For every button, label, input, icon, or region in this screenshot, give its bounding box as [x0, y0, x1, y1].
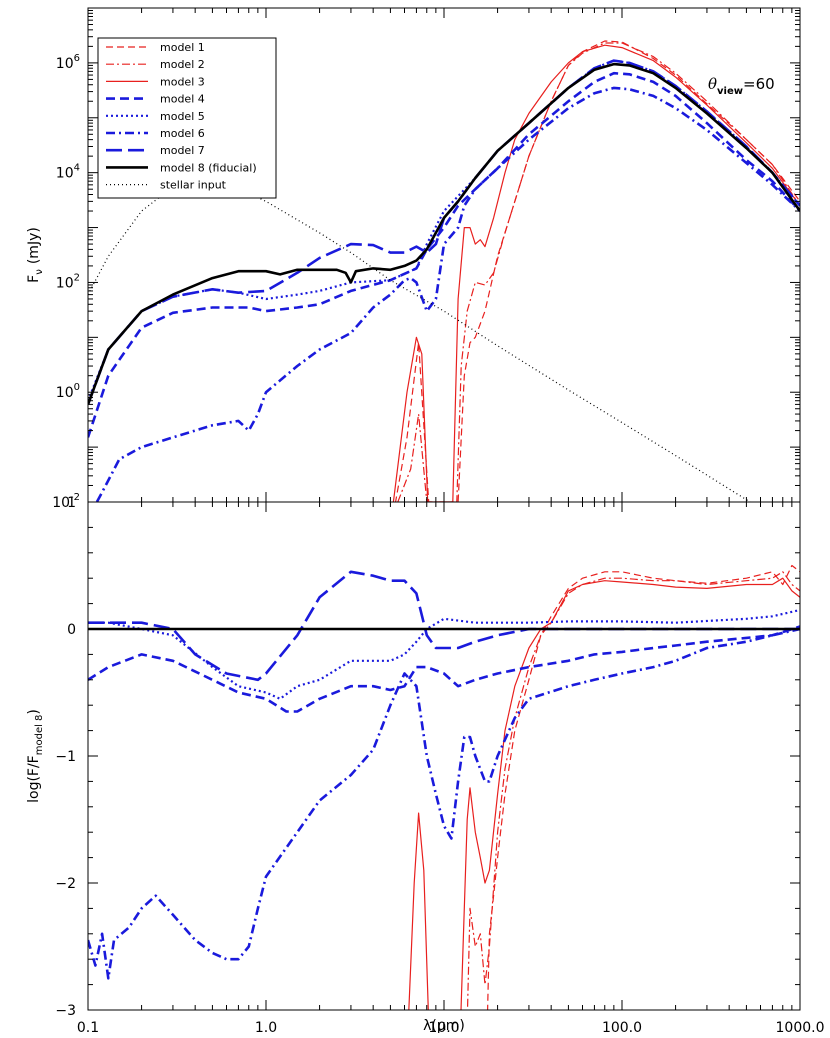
legend-label-model-3: model 3 [160, 75, 205, 88]
top-series-model-6 [95, 86, 800, 502]
top-series-model-7 [88, 59, 800, 405]
bottom-y-tick-label: −1 [55, 749, 76, 765]
top-y-tick-label: 10-2 [52, 492, 80, 511]
legend: model 1 model 2 model 3 model 4 model 5 model… [97, 37, 277, 199]
x-tick-label: 0.1 [77, 1020, 99, 1036]
x-tick-label: 1000.0 [776, 1020, 825, 1036]
legend-label-stellar-input: stellar input [160, 179, 227, 192]
top-y-tick-label: 100 [56, 382, 80, 401]
x-axis-label: λ(μm) [423, 1018, 465, 1034]
bottom-panel-plot-area [88, 564, 800, 1010]
bottom-y-tick-label: 1 [67, 495, 76, 511]
bottom-series-model-6 [88, 627, 800, 980]
tick-and-axis-labels: 10-2 100 102 104 106 −3 −2 −1 0 1 0.1 1.0 10.0 100.0 1… [26, 53, 825, 1036]
top-series-model-8-fiducial [88, 62, 800, 405]
top-panel-plot-area [88, 40, 800, 502]
legend-label-model-8-fiducial: model 8 (fiducial) [160, 161, 257, 174]
bottom-series-model-2 [466, 571, 800, 1010]
legend-label-model-2: model 2 [160, 58, 205, 71]
top-series-model-3 [392, 44, 800, 502]
bottom-panel-frame [87, 501, 801, 1011]
tick-marks [87, 8, 801, 1011]
bottom-y-tick-label: 0 [67, 622, 76, 638]
legend-label-model-7: model 7 [160, 144, 205, 157]
bottom-series-model-4 [88, 625, 800, 713]
legend-label-model-5: model 5 [160, 110, 205, 123]
bottom-y-tick-label: −2 [55, 876, 76, 892]
bottom-series-model-3 [408, 577, 800, 1010]
x-tick-label: 10.0 [428, 1020, 459, 1036]
top-series-model-4 [88, 71, 800, 438]
bottom-y-tick-label: −3 [55, 1003, 76, 1019]
top-y-tick-label: 104 [56, 163, 80, 182]
viewing-angle-annotation: θview=60 [708, 75, 775, 97]
legend-label-model-4: model 4 [160, 93, 205, 106]
top-y-axis-label: Fν(mJy) [26, 227, 45, 283]
x-tick-label: 100.0 [602, 1020, 642, 1036]
x-tick-label: 1.0 [255, 1020, 277, 1036]
top-series-model-2 [397, 42, 800, 502]
legend-label-model-1: model 1 [160, 41, 205, 54]
bottom-series-model-1 [486, 564, 800, 1010]
bottom-series-model-5 [88, 608, 800, 700]
legend-label-model-6: model 6 [160, 127, 205, 140]
top-series-stellar-input [88, 177, 752, 502]
bottom-y-axis-label: log(F/Fmodel 8) [26, 709, 45, 803]
top-y-tick-label: 102 [56, 272, 80, 291]
top-y-tick-label: 106 [56, 53, 80, 72]
